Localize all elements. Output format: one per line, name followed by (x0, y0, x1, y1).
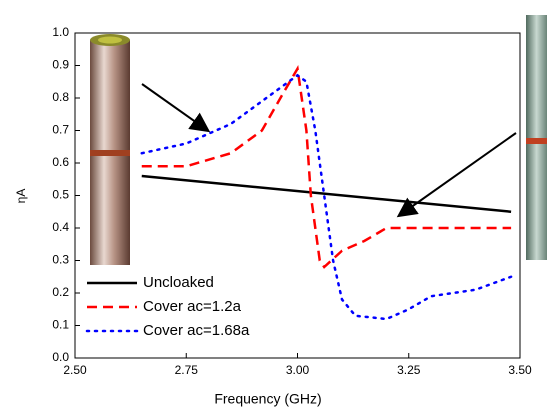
legend-label: Cover ac=1.68a (143, 322, 250, 339)
legend-label: Uncloaked (143, 274, 214, 291)
y-tick-label: 0.9 (52, 58, 69, 72)
y-tick-label: 0.7 (52, 123, 69, 137)
y-tick-label: 0.2 (52, 285, 69, 299)
plot-frame (74, 32, 521, 359)
arrow (141, 83, 211, 133)
arrow (396, 132, 517, 218)
x-tick-label: 3.25 (397, 363, 421, 377)
x-tick-label: 3.50 (508, 363, 532, 377)
y-tick-label: 0.1 (52, 318, 69, 332)
series-line (140, 73, 513, 321)
cylinder-right (526, 15, 547, 260)
x-tick-label: 2.75 (175, 363, 199, 377)
x-tick-label: 3.00 (286, 363, 310, 377)
legend-label: Cover ac=1.2a (143, 298, 242, 315)
y-tick-label: 0.5 (52, 188, 69, 202)
y-tick-label: 0.4 (52, 220, 69, 234)
x-tick-label: 2.50 (63, 363, 87, 377)
series-line (141, 174, 512, 213)
y-axis-label: ηA (14, 189, 28, 204)
cylinder-left (90, 34, 130, 265)
y-tick-label: 0.6 (52, 155, 69, 169)
y-tick-label: 0.3 (52, 253, 69, 267)
y-tick-label: 1.0 (52, 25, 69, 39)
y-tick-label: 0.8 (52, 90, 69, 104)
y-tick-label: 0.0 (52, 350, 69, 364)
x-axis-label: Frequency (GHz) (214, 391, 321, 407)
series-line (141, 65, 512, 269)
